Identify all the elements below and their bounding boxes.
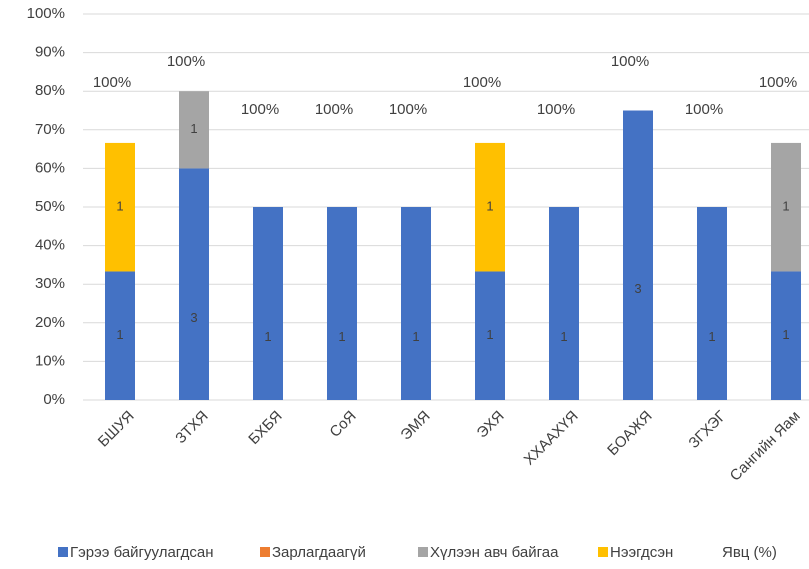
y-tick-label: 10% (35, 352, 65, 369)
progress-label: 100% (389, 101, 427, 118)
legend-swatch (598, 547, 608, 557)
data-label: 1 (486, 327, 493, 342)
progress-label: 100% (611, 53, 649, 70)
bar-segment (771, 271, 801, 400)
bar-segment (771, 142, 801, 272)
legend-label: Нээгдсэн (610, 544, 673, 561)
x-tick-group: ХХААХҮЯ (521, 408, 582, 469)
progress-label: 100% (167, 53, 205, 70)
x-tick-label: ЗГХЭГ (685, 408, 729, 452)
data-label: 3 (190, 310, 197, 325)
data-label: 1 (708, 329, 715, 344)
x-tick-group: ЭХЯ (474, 408, 508, 442)
progress-label: 100% (759, 74, 797, 91)
legend-label: Хүлээн авч байгаа (430, 544, 559, 561)
progress-label: 100% (537, 101, 575, 118)
legend-label: Зарлагдаагүй (272, 544, 366, 561)
data-label: 1 (264, 329, 271, 344)
x-tick-group: БШУЯ (95, 408, 138, 451)
bar-segment (179, 168, 209, 400)
x-tick-group: ЗГХЭГ (685, 408, 729, 452)
y-tick-label: 60% (35, 159, 65, 176)
y-tick-label: 70% (35, 121, 65, 138)
x-tick-label: БХБЯ (245, 408, 285, 448)
bar-segment (105, 142, 135, 272)
legend-swatch (58, 547, 68, 557)
x-tick-label: Сангийн Яам (727, 408, 804, 485)
progress-label: 100% (315, 101, 353, 118)
legend-swatch (260, 547, 270, 557)
bar-segment (623, 110, 653, 400)
data-label: 1 (560, 329, 567, 344)
x-tick-group: ЗТХЯ (172, 408, 211, 447)
y-tick-label: 100% (27, 5, 65, 22)
legend-label: Явц (%) (722, 544, 777, 561)
data-label: 1 (116, 327, 123, 342)
progress-label: 100% (685, 101, 723, 118)
data-label: 1 (116, 199, 123, 214)
legend-label: Гэрээ байгуулагдсан (70, 544, 213, 561)
y-tick-label: 40% (35, 237, 65, 254)
bar-segment (179, 91, 209, 169)
data-label: 1 (782, 199, 789, 214)
x-tick-group: СоЯ (326, 408, 359, 441)
legend-swatch (418, 547, 428, 557)
x-tick-label: ЗТХЯ (172, 408, 211, 447)
x-tick-group: БХБЯ (245, 408, 285, 448)
data-label: 1 (782, 327, 789, 342)
y-tick-label: 0% (43, 391, 65, 408)
x-tick-group: БОАЖЯ (604, 408, 655, 459)
bar-segment (401, 207, 431, 400)
bar-segment (475, 142, 505, 272)
data-label: 1 (412, 329, 419, 344)
progress-label: 100% (463, 74, 501, 91)
y-tick-label: 80% (35, 82, 65, 99)
data-label: 1 (190, 121, 197, 136)
y-tick-label: 50% (35, 198, 65, 215)
bar-segment (253, 207, 283, 400)
bar-segment (697, 207, 727, 400)
bar-segment (327, 207, 357, 400)
bar-segment (475, 271, 505, 400)
data-label: 1 (486, 199, 493, 214)
x-tick-group: ЭМЯ (397, 408, 433, 444)
data-label: 3 (634, 281, 641, 296)
bar-segment (105, 271, 135, 400)
x-tick-label: ХХААХҮЯ (521, 408, 582, 469)
bar-segment (549, 207, 579, 400)
progress-label: 100% (241, 101, 279, 118)
x-tick-label: СоЯ (326, 408, 359, 441)
data-label: 1 (338, 329, 345, 344)
progress-label: 100% (93, 74, 131, 91)
x-tick-label: БШУЯ (95, 408, 138, 451)
x-tick-label: ЭМЯ (397, 408, 433, 444)
x-tick-group: Сангийн Яам (727, 408, 804, 485)
x-tick-label: ЭХЯ (474, 408, 508, 442)
y-tick-label: 20% (35, 314, 65, 331)
x-tick-label: БОАЖЯ (604, 408, 655, 459)
y-tick-label: 90% (35, 44, 65, 61)
y-tick-label: 30% (35, 275, 65, 292)
